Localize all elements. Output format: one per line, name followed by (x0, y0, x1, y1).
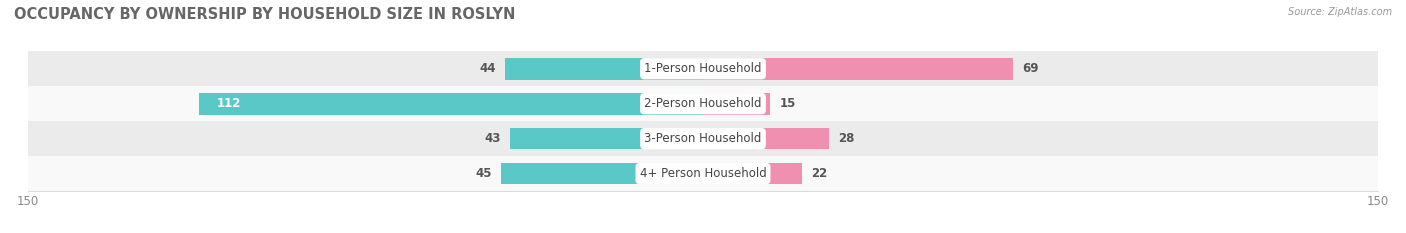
Text: 43: 43 (484, 132, 501, 145)
Text: 45: 45 (475, 167, 492, 180)
Text: 4+ Person Household: 4+ Person Household (640, 167, 766, 180)
Bar (703, 58, 1014, 80)
Text: 28: 28 (838, 132, 855, 145)
Text: 69: 69 (1022, 62, 1039, 75)
Text: 112: 112 (217, 97, 242, 110)
Bar (200, 93, 703, 115)
Text: Source: ZipAtlas.com: Source: ZipAtlas.com (1288, 7, 1392, 17)
Bar (703, 128, 830, 150)
Bar (28, 86, 1378, 121)
Text: 3-Person Household: 3-Person Household (644, 132, 762, 145)
Text: 22: 22 (811, 167, 827, 180)
Text: 2-Person Household: 2-Person Household (644, 97, 762, 110)
Text: 1-Person Household: 1-Person Household (644, 62, 762, 75)
Bar (28, 121, 1378, 156)
Bar (28, 156, 1378, 191)
Text: OCCUPANCY BY OWNERSHIP BY HOUSEHOLD SIZE IN ROSLYN: OCCUPANCY BY OWNERSHIP BY HOUSEHOLD SIZE… (14, 7, 516, 22)
Bar (501, 163, 703, 185)
Text: 15: 15 (779, 97, 796, 110)
Bar (28, 51, 1378, 86)
Bar (509, 128, 703, 150)
Bar (703, 93, 770, 115)
Bar (505, 58, 703, 80)
Bar (703, 163, 801, 185)
Text: 44: 44 (479, 62, 496, 75)
